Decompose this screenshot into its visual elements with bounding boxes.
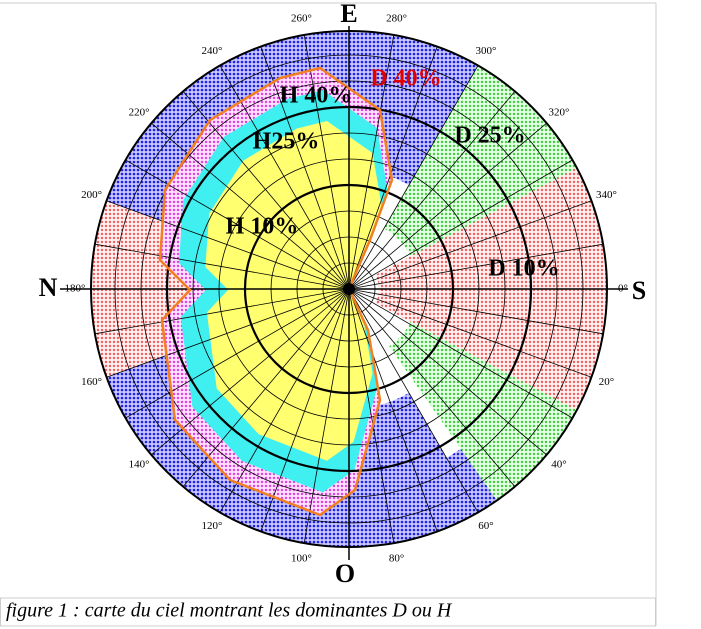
radial-line	[94, 243, 350, 290]
radial-line	[348, 243, 604, 290]
radial-line	[348, 288, 438, 532]
radial-line	[219, 288, 350, 513]
region-label: H 40%	[280, 83, 353, 109]
radial-line	[348, 159, 573, 290]
radial-line	[348, 46, 438, 290]
radial-line	[348, 288, 604, 335]
region-label: H25%	[253, 129, 320, 155]
radial-line	[348, 288, 592, 378]
radial-line	[260, 288, 350, 532]
radial-line	[125, 288, 350, 419]
radial-line	[348, 288, 547, 456]
radial-line	[348, 200, 592, 290]
radial-line	[94, 288, 350, 335]
angle-label: 120°	[202, 520, 223, 532]
angle-label: 220°	[129, 106, 150, 118]
radial-line	[348, 288, 395, 544]
angle-label: 280°	[386, 13, 407, 25]
cardinal-label: O	[335, 559, 355, 588]
caption: figure 1 : carte du ciel montrant les do…	[6, 600, 453, 622]
region-label: H 10%	[226, 214, 299, 240]
angle-label: 0°	[618, 283, 628, 295]
radial-line	[348, 65, 479, 290]
cardinal-label: E	[340, 0, 357, 28]
angle-label: 300°	[476, 45, 497, 57]
radial-line	[260, 46, 350, 290]
radial-line	[348, 34, 395, 290]
angle-label: 140°	[129, 459, 150, 471]
radial-line	[182, 91, 350, 290]
region-label: D 25%	[454, 123, 525, 149]
radial-line	[303, 34, 350, 290]
radial-line	[106, 288, 350, 378]
grid-layer	[60, 26, 628, 560]
radial-line	[151, 122, 350, 290]
region-label: D 40%	[370, 66, 441, 92]
cardinal-label: N	[39, 273, 58, 302]
radial-line	[348, 288, 573, 419]
radial-line	[182, 288, 350, 487]
angle-label: 240°	[202, 45, 223, 57]
angle-label: 320°	[548, 106, 569, 118]
radial-line	[348, 288, 516, 487]
cardinal-label: S	[632, 276, 646, 305]
radial-line	[348, 288, 479, 513]
angle-label: 80°	[389, 552, 404, 564]
angle-label: 340°	[596, 189, 617, 201]
radial-line	[219, 65, 350, 290]
h-boundary	[158, 66, 394, 517]
angle-label: 20°	[599, 376, 614, 388]
angle-label: 160°	[81, 376, 102, 388]
radial-line	[303, 288, 350, 544]
caption-box	[0, 597, 656, 627]
radial-line	[125, 159, 350, 290]
radial-line	[106, 200, 350, 290]
radial-line	[151, 288, 350, 456]
angle-label: 200°	[81, 189, 102, 201]
region-label: D 10%	[488, 256, 559, 282]
radial-line	[348, 91, 516, 290]
angle-label: 100°	[291, 552, 312, 564]
center-dot	[343, 283, 355, 295]
angle-label: 260°	[291, 13, 312, 25]
angle-label: 40°	[551, 459, 566, 471]
angle-label: 60°	[478, 520, 493, 532]
radial-line	[348, 122, 547, 290]
angle-label: 180°	[65, 283, 86, 295]
labels-layer: E O N S H 40% D 40% H25% D 25% H 10% D 1…	[6, 0, 646, 622]
